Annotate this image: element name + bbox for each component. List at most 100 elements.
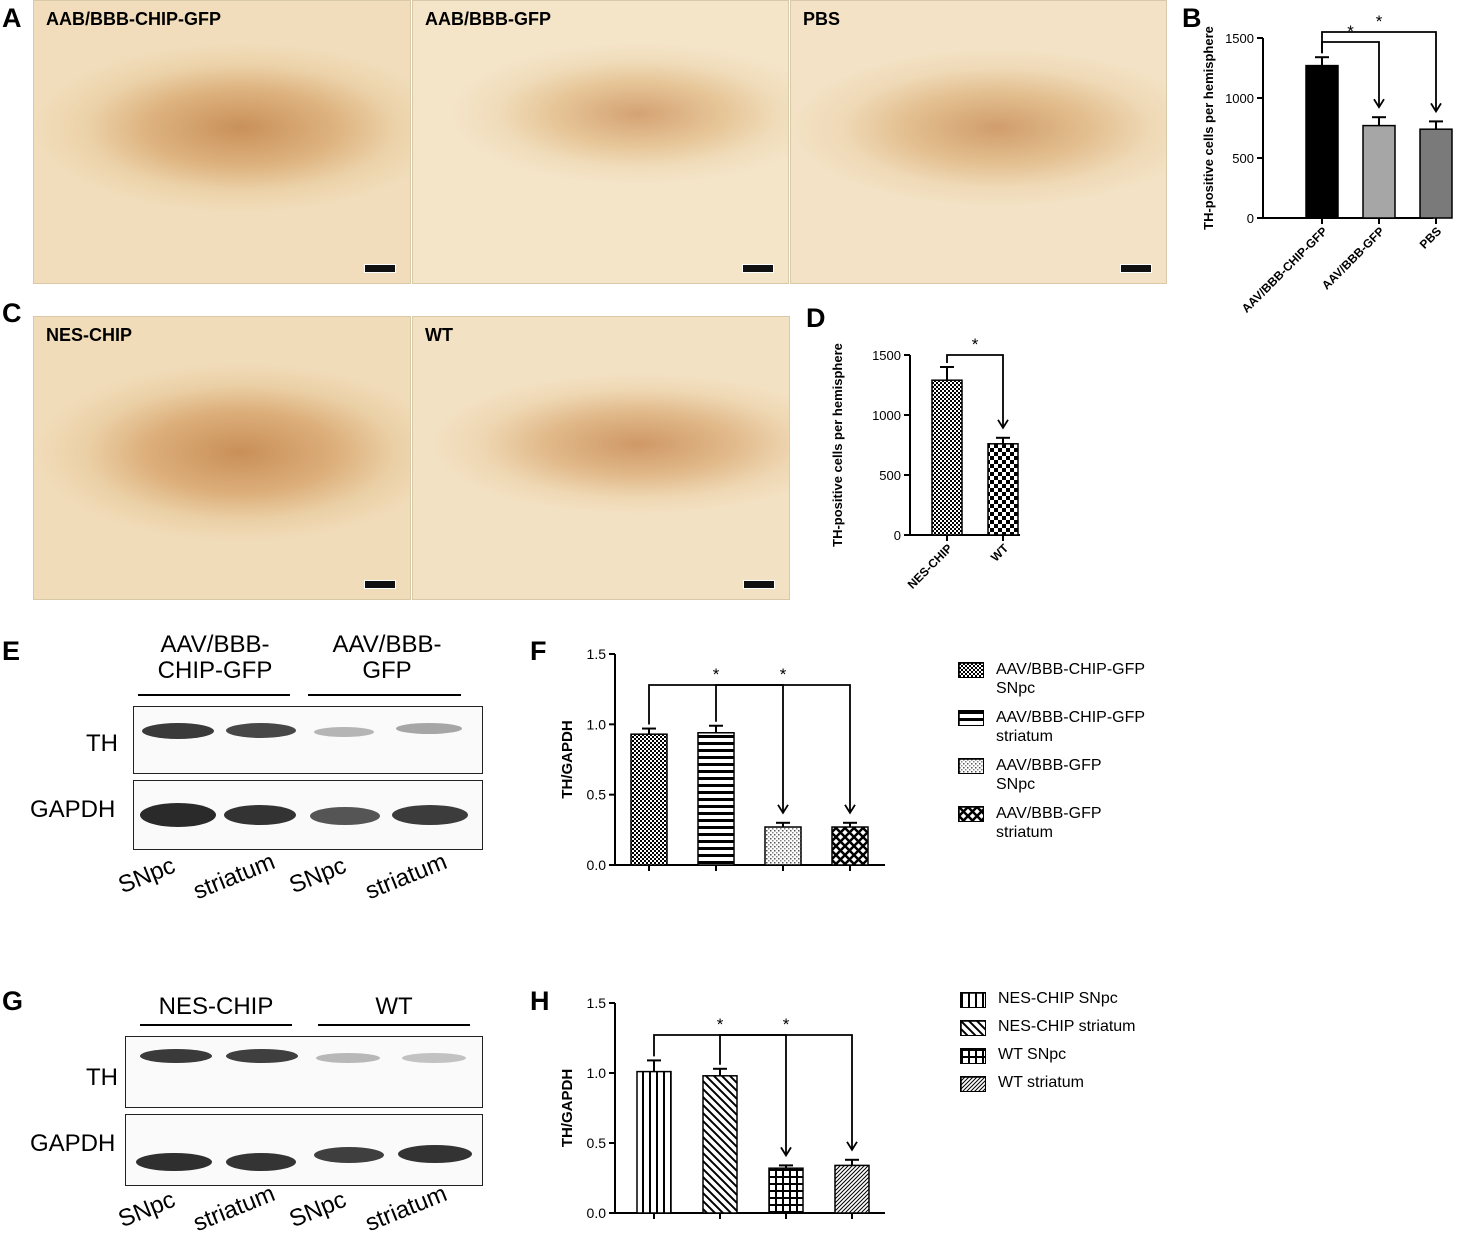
- panel-label-a: A: [2, 3, 22, 33]
- legend-label: AAV/BBB-GFP striatum: [996, 805, 1102, 842]
- y-tick-label: 0: [1247, 211, 1254, 226]
- y-tick-label: 0.5: [587, 1135, 607, 1151]
- blot-e-th: [133, 706, 483, 774]
- panel-label-g: G: [2, 986, 24, 1016]
- micrograph-label: AAB/BBB-CHIP-GFP: [46, 9, 221, 29]
- blot-g-lane-2: striatum: [189, 1180, 279, 1238]
- significance-bracket: [946, 354, 1004, 428]
- y-axis-label: TH/GAPDH: [559, 720, 576, 798]
- legend-item: AAV/BBB-GFP striatum: [958, 804, 1102, 842]
- legend-item: WT striatum: [960, 1074, 1084, 1092]
- significance-label: *: [717, 1015, 724, 1034]
- blot-g-group-1: NES-CHIP: [158, 993, 274, 1020]
- y-tick-label: 500: [879, 468, 901, 483]
- micrograph-label: AAB/BBB-GFP: [425, 9, 551, 29]
- chart-d: 0 500 1000 1500 TH-positive cells per hemisp…: [830, 335, 1020, 592]
- blot-e-lane-2: striatum: [189, 848, 279, 906]
- micrograph-label: PBS: [803, 9, 841, 29]
- legend-label: AAV/BBB-GFP SNpc: [996, 757, 1102, 794]
- legend-label: WT striatum: [998, 1074, 1084, 1091]
- significance-label: *: [783, 1015, 790, 1034]
- y-tick-label: 1500: [872, 348, 901, 363]
- significance-arrow: [1373, 98, 1385, 109]
- blot-e-group-1: AAV/BBB- CHIP-GFP: [157, 631, 273, 685]
- legend-item: NES-CHIP SNpc: [960, 990, 1118, 1008]
- chart-f: 0.0 0.5 1.0 1.5 TH/GAPDH * *: [559, 646, 885, 873]
- y-tick-label: 1.0: [587, 1065, 607, 1081]
- legend-swatch: [958, 710, 984, 726]
- bar: [764, 826, 802, 866]
- blot-e-row-gapdh: GAPDH: [30, 796, 116, 823]
- bar: [834, 1164, 870, 1214]
- legend-label: AAV/BBB-CHIP-GFP striatum: [996, 709, 1146, 746]
- blot-g-row-gapdh: GAPDH: [30, 1130, 116, 1157]
- chart-h: 0.0 0.5 1.0 1.5 TH/GAPDH * *: [559, 995, 885, 1221]
- legend-item: NES-CHIP striatum: [960, 1018, 1136, 1036]
- significance-arrow: [846, 1141, 858, 1152]
- legend-h: NES-CHIP SNpc NES-CHIP striatum WT SNpc …: [960, 990, 1190, 1100]
- scale-bar: [364, 264, 396, 273]
- legend-swatch: [958, 662, 984, 678]
- legend-item: AAV/BBB-CHIP-GFP striatum: [958, 708, 1145, 746]
- y-tick-label: 1500: [1225, 31, 1254, 46]
- y-tick-label: 500: [1232, 151, 1254, 166]
- legend-swatch: [960, 1020, 986, 1036]
- x-tick-label: PBS: [1417, 224, 1444, 251]
- y-tick-label: 0.0: [587, 1205, 607, 1221]
- bar: [768, 1167, 804, 1214]
- blot-e-row-th: TH: [86, 730, 118, 757]
- bar: [1419, 128, 1453, 219]
- significance-arrow: [844, 804, 856, 815]
- micrograph-label: WT: [425, 325, 453, 345]
- y-tick-label: 1000: [872, 408, 901, 423]
- significance-label: *: [713, 665, 720, 684]
- bar: [697, 732, 735, 866]
- panel-label-h: H: [530, 986, 550, 1016]
- legend-label: NES-CHIP SNpc: [998, 990, 1118, 1007]
- scale-bar: [742, 264, 774, 273]
- panel-label-e: E: [2, 636, 21, 666]
- legend-item: AAV/BBB-CHIP-GFP SNpc: [958, 660, 1145, 698]
- significance-arrow: [780, 1146, 792, 1158]
- legend-swatch: [958, 758, 984, 774]
- significance-bracket: [719, 1034, 853, 1150]
- micrograph-a2: AAB/BBB-GFP: [412, 0, 789, 284]
- blot-e-lane-4: striatum: [361, 848, 451, 906]
- y-axis-label: TH/GAPDH: [559, 1069, 576, 1147]
- y-tick-label: 1.0: [587, 716, 607, 732]
- y-tick-label: 0: [894, 528, 901, 543]
- bar: [1362, 124, 1396, 219]
- y-tick-label: 1.5: [587, 646, 607, 662]
- y-tick-label: 0.0: [587, 857, 607, 873]
- bar: [636, 1070, 672, 1214]
- blot-e-lane-1: SNpc: [114, 852, 180, 900]
- bar: [987, 443, 1019, 536]
- y-tick-label: 1000: [1225, 91, 1254, 106]
- chart-b: 0 500 1000 1500 TH-positive cells per hemisp…: [1201, 12, 1453, 316]
- micrograph-c1: NES-CHIP: [33, 316, 411, 600]
- x-tick-label: NES-CHIP: [905, 541, 955, 591]
- blot-g-lane-4: striatum: [361, 1180, 451, 1238]
- bar: [931, 379, 963, 536]
- blot-g-th: [125, 1036, 483, 1108]
- legend-swatch: [958, 806, 984, 822]
- legend-f: AAV/BBB-CHIP-GFP SNpc AAV/BBB-CHIP-GFP s…: [958, 660, 1188, 850]
- blot-e-group-2: AAV/BBB- GFP: [332, 631, 442, 685]
- legend-swatch: [960, 1048, 986, 1064]
- x-tick-label: AAV/BBB-CHIP-GFP: [1239, 224, 1330, 315]
- y-tick-label: 1.5: [587, 995, 607, 1011]
- significance-label: *: [1376, 12, 1383, 31]
- micrograph-a3: PBS: [790, 0, 1167, 284]
- significance-label: *: [780, 665, 787, 684]
- legend-swatch: [960, 1076, 986, 1092]
- legend-label: WT SNpc: [998, 1046, 1067, 1063]
- x-tick-label: WT: [988, 541, 1012, 565]
- significance-arrow: [777, 804, 789, 815]
- blot-e-lane-3: SNpc: [285, 852, 351, 900]
- micrograph-a1: AAB/BBB-CHIP-GFP: [33, 0, 411, 284]
- legend-label: AAV/BBB-CHIP-GFP SNpc: [996, 661, 1146, 698]
- panel-label-d: D: [806, 303, 826, 333]
- blot-g-group-2-bar: [318, 1024, 470, 1026]
- significance-bracket: [1321, 31, 1437, 112]
- blot-e-group-1-bar: [138, 694, 290, 696]
